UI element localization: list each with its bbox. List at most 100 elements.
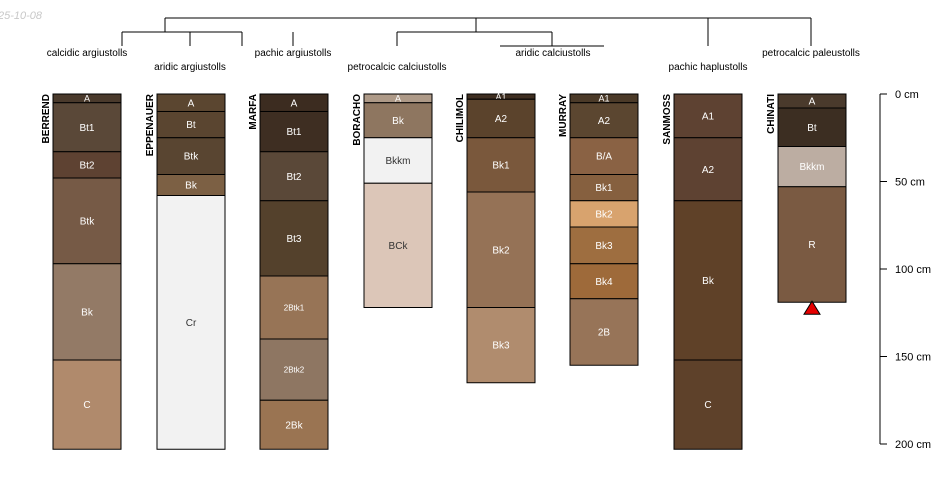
horizon-label: Bk4 [595,277,613,288]
horizon-label: Bk2 [595,209,613,220]
horizon-marfa-bt3 [259,200,329,277]
horizon-berrend-bk [52,263,122,361]
horizon-berrend-c [52,359,122,450]
horizon-murray-2b [569,298,639,366]
profile-berrend: A Bt1 Bt2 Btk Bk C BERREND [41,93,122,450]
depth-tick-label: 200 cm [895,439,931,451]
horizon-label: C [83,400,90,411]
profile-name: SANMOSS [662,94,673,145]
horizon-label: Bk [185,181,198,192]
profile-murray: A1 A2 B/A Bk1 Bk2 Bk3 Bk4 2B MURRAY [558,93,639,366]
profile-name: MARFA [248,94,259,130]
horizon-label: Bk1 [595,183,613,194]
depth-axis: 0 cm 50 cm 100 cm 150 cm 200 cm [879,89,931,451]
horizon-label: Bk [702,276,715,287]
horizon-label: Bt1 [79,123,94,134]
horizon-label: Btk [184,152,199,163]
horizon-label: Bt2 [79,160,94,171]
horizon-marfa-bt1 [259,111,329,153]
horizon-label: Bk3 [595,241,613,252]
profile-eppenauer: A Bt Btk Bk Cr EPPENAUER [145,93,226,450]
dendrogram [121,17,812,47]
horizon-label: Bkkm [386,156,411,167]
horizon-sanmoss-c [673,359,743,450]
horizon-chilimol-bk2 [466,191,536,308]
horizon-label: 2Btk2 [284,365,305,374]
horizon-berrend-bt1 [52,102,122,153]
taxonomic-labels: calcidic argiustolls aridic argiustolls pa… [47,48,860,73]
horizon-label: R [808,240,815,251]
horizon-chinati-r [777,186,847,303]
horizon-marfa-2bk [259,399,329,450]
horizon-label: A2 [702,165,715,176]
horizon-murray-b-a [569,137,639,175]
horizon-label: Bt [186,120,196,131]
profile-sanmoss: A1 A2 Bk C SANMOSS [662,93,743,450]
horizon-label: 2B [598,328,611,339]
bedrock-marker [803,300,821,315]
horizon-label: Bt3 [286,234,301,245]
horizon-chinati-bt [777,107,847,147]
horizon-boracho-bk [363,102,433,139]
horizon-sanmoss-a2 [673,137,743,202]
horizon-murray-a2 [569,102,639,139]
horizon-marfa-2btk2 [259,338,329,401]
horizon-label: A1 [495,92,506,102]
taxonomic-label-aridic-argiustolls: aridic argiustolls [154,62,226,73]
horizon-eppenauer-btk [156,137,226,175]
horizon-chilimol-a2 [466,98,536,139]
profile-chinati: A Bt Bkkm R CHINATI [766,93,847,303]
taxonomic-label-aridic-calciustolls: aridic calciustolls [515,48,590,59]
horizon-label: A [188,98,195,109]
horizon-boracho-bkkm [363,137,433,184]
profile-boracho: A Bk Bkkm BCk BORACHO [352,93,433,308]
profile-chilimol: A1 A2 Bk1 Bk2 Bk3 CHILIMOL [455,92,536,384]
depth-tick-label: 150 cm [895,352,931,364]
horizon-eppenauer-cr [156,195,226,450]
horizon-murray-bk4 [569,263,639,300]
horizon-label: Bk [392,116,405,127]
horizon-murray-bk2 [569,200,639,228]
horizon-berrend-btk [52,177,122,265]
horizon-label: A [395,94,401,104]
horizon-label: A2 [495,114,508,125]
profile-name: MURRAY [558,94,569,137]
horizon-label: Bk1 [492,160,510,171]
profile-name: BERREND [41,94,52,143]
horizon-label: A1 [702,111,715,122]
depth-tick-label: 50 cm [895,177,925,189]
taxonomic-label-petrocalcic-calciustolls: petrocalcic calciustolls [348,62,447,73]
taxonomic-label-pachic-haplustolls: pachic haplustolls [669,62,748,73]
horizon-label: Bt1 [286,127,301,138]
horizon-label: A1 [598,94,609,104]
horizon-sanmoss-bk [673,200,743,361]
profile-name: EPPENAUER [145,93,156,156]
horizon-marfa-2btk1 [259,275,329,340]
horizon-label: A [809,97,816,108]
horizon-label: Bt2 [286,172,301,183]
horizon-label: Bk3 [492,341,510,352]
horizon-label: Bk [81,307,94,318]
horizon-label: Bt [807,123,817,134]
profile-name: CHINATI [766,94,777,134]
profile-marfa: A Bt1 Bt2 Bt3 2Btk1 2Btk2 2Bk MARFA [248,93,329,450]
horizon-label: A [84,94,90,104]
horizon-label: C [704,400,711,411]
horizon-marfa-bt2 [259,151,329,202]
horizon-label: 2Bk [285,420,303,431]
taxonomic-label-pachic-argiustolls: pachic argiustolls [255,48,332,59]
horizon-label: B/A [596,152,612,163]
depth-tick-label: 0 cm [895,89,919,101]
horizon-boracho-bck [363,182,433,308]
date-stamp: 25-10-08 [0,10,43,22]
horizon-chilimol-bk3 [466,307,536,384]
horizon-label: Btk [80,216,95,227]
profile-name: BORACHO [352,94,363,146]
taxonomic-label-calcidic-argiustolls: calcidic argiustolls [47,48,128,59]
profile-name: CHILIMOL [455,94,466,142]
horizon-label: A [291,98,298,109]
horizon-label: 2Btk1 [284,303,305,312]
horizon-label: Bkkm [800,162,825,173]
